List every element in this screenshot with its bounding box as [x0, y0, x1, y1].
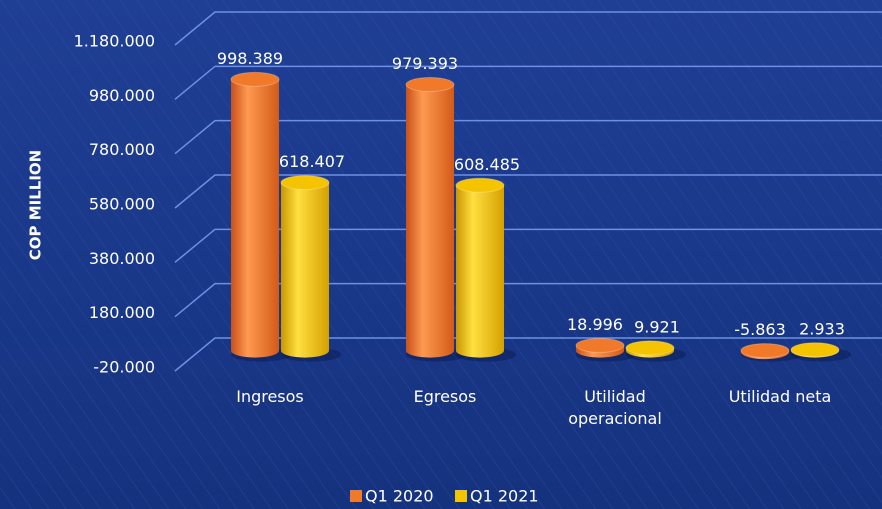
legend-swatch: [350, 490, 362, 502]
grid-line: [174, 174, 882, 209]
data-label: -5.863: [734, 320, 786, 339]
x-tick-label: Utilidad neta: [728, 387, 832, 406]
legend-label: Q1 2020: [365, 487, 434, 506]
x-tick-label: Utilidad operacional: [568, 387, 662, 428]
y-axis-label: COP MILLION: [27, 150, 45, 261]
grid-line: [174, 65, 882, 100]
data-label: 2.933: [799, 319, 845, 338]
data-label: 998.389: [217, 49, 283, 68]
bar: [281, 182, 329, 351]
x-tick-label-box: Egresos: [413, 387, 477, 406]
cylinder-top: [230, 71, 280, 87]
grid-line: [174, 119, 882, 155]
data-label: 9.921: [634, 317, 680, 336]
y-tick-label: -20.000: [93, 358, 155, 377]
grid-line: [174, 228, 882, 263]
grid-line: [174, 11, 882, 46]
x-tick-label: Ingresos: [236, 387, 304, 406]
y-tick-label: 380.000: [89, 249, 155, 268]
y-tick-label: 1.180.000: [74, 32, 155, 51]
cylinder-top: [455, 177, 505, 193]
grid-line: [174, 337, 882, 372]
data-label: 618.407: [279, 152, 345, 171]
cylinder-top: [625, 340, 675, 356]
data-label: 18.996: [567, 315, 623, 334]
bar: [456, 185, 504, 351]
x-tick-label-box: Ingresos: [236, 387, 304, 406]
cylinder-top: [790, 342, 840, 358]
x-tick-label-box: Utilidad operacional: [568, 387, 662, 428]
y-tick-label: 180.000: [89, 303, 155, 322]
x-tick-label: Egresos: [413, 387, 477, 406]
y-tick-label: 780.000: [89, 140, 155, 159]
y-tick-label: 580.000: [89, 195, 155, 214]
legend-label: Q1 2021: [470, 487, 539, 506]
legend-swatch: [455, 490, 467, 502]
bar: [406, 84, 454, 351]
data-label: 608.485: [454, 155, 520, 174]
grid-line: [174, 282, 882, 318]
y-tick-label: 980.000: [89, 86, 155, 105]
bar: [231, 79, 279, 351]
cylinder-top: [740, 343, 790, 359]
cylinder-top: [405, 76, 455, 92]
x-tick-label-box: Utilidad neta: [728, 387, 832, 406]
cylinder-top: [575, 337, 625, 353]
cylinder-top: [280, 175, 330, 191]
data-label: 979.393: [392, 54, 458, 73]
